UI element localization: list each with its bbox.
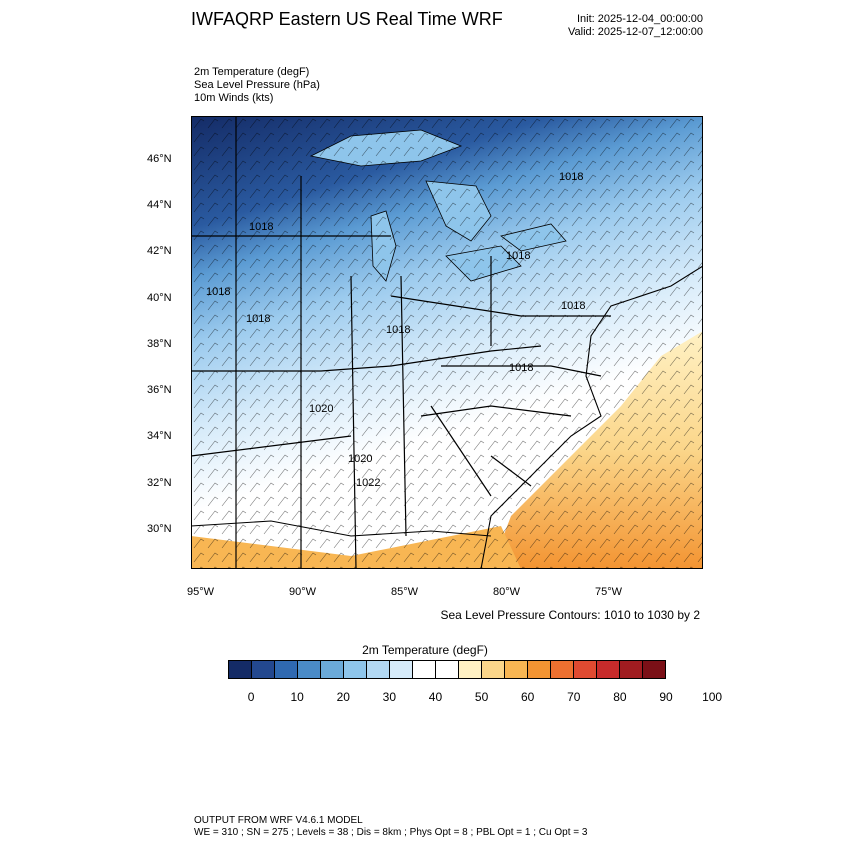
map-graphic: 1018 1018 1018 1018 1018 1018 1020 1022 … bbox=[190, 116, 704, 570]
colorbar-swatch bbox=[620, 661, 643, 678]
lon-label: 85°W bbox=[391, 586, 419, 598]
lat-label: 34°N bbox=[147, 430, 172, 442]
field-winds: 10m Winds (kts) bbox=[194, 92, 274, 104]
contour-label: 1018 bbox=[506, 250, 530, 262]
colorbar-tick-label: 90 bbox=[659, 690, 673, 704]
colorbar-tick-label: 60 bbox=[520, 690, 535, 704]
contour-note: Sea Level Pressure Contours: 1010 to 103… bbox=[440, 608, 701, 622]
lon-label: 75°W bbox=[595, 586, 623, 598]
colorbar bbox=[228, 660, 666, 679]
lat-label: 40°N bbox=[147, 292, 172, 304]
colorbar-tick-label: 30 bbox=[382, 690, 397, 704]
colorbar-swatch bbox=[597, 661, 620, 678]
colorbar-tick-label: 80 bbox=[613, 690, 627, 704]
contour-label: 1020 bbox=[309, 403, 333, 415]
lat-label: 46°N bbox=[147, 153, 172, 165]
contour-label: 1018 bbox=[249, 221, 273, 233]
colorbar-tick-label: 10 bbox=[290, 690, 304, 704]
chart-title: IWFAQRP Eastern US Real Time WRF bbox=[191, 9, 503, 29]
field-temperature: 2m Temperature (degF) bbox=[194, 66, 310, 78]
colorbar-swatch bbox=[367, 661, 390, 678]
contour-label: 1018 bbox=[509, 362, 533, 374]
lat-label: 44°N bbox=[147, 199, 172, 211]
weather-map: 1018 1018 1018 1018 1018 1018 1020 1022 … bbox=[190, 116, 704, 570]
colorbar-tick-label: 20 bbox=[336, 690, 350, 704]
colorbar-tick-label: 50 bbox=[474, 690, 489, 704]
contour-label: 1022 bbox=[356, 477, 380, 489]
colorbar-swatch bbox=[321, 661, 344, 678]
gulf-coastline bbox=[190, 520, 492, 537]
contour-label: 1018 bbox=[561, 300, 585, 312]
lat-label: 32°N bbox=[147, 477, 172, 489]
colorbar-tick-label: 100 bbox=[702, 690, 723, 704]
colorbar-tick-label: 70 bbox=[567, 690, 581, 704]
lat-label: 42°N bbox=[147, 245, 172, 257]
colorbar-tick-label: 0 bbox=[247, 690, 255, 704]
colorbar-swatch bbox=[551, 661, 574, 678]
lat-label: 38°N bbox=[147, 338, 172, 350]
contour-label: 1018 bbox=[246, 313, 270, 325]
colorbar-swatch bbox=[643, 661, 665, 678]
init-time: Init: 2025-12-04_00:00:00 bbox=[577, 13, 703, 25]
colorbar-swatch bbox=[482, 661, 505, 678]
run-times: Init: 2025-12-04_00:00:00 Valid: 2025-12… bbox=[568, 13, 703, 39]
colorbar-swatch bbox=[390, 661, 413, 678]
colorbar-swatch bbox=[229, 661, 252, 678]
colorbar-swatch bbox=[574, 661, 597, 678]
colorbar-swatch bbox=[436, 661, 459, 678]
colorbar-swatch bbox=[459, 661, 482, 678]
field-list: 2m Temperature (degF) Sea Level Pressure… bbox=[194, 66, 320, 105]
colorbar-swatch bbox=[505, 661, 528, 678]
wind-barbs bbox=[191, 116, 703, 569]
state-boundaries bbox=[190, 116, 611, 570]
lon-label: 95°W bbox=[187, 586, 215, 598]
footer-model-line: OUTPUT FROM WRF V4.6.1 MODEL bbox=[194, 815, 363, 826]
lat-label: 30°N bbox=[147, 523, 172, 535]
east-coastline bbox=[480, 265, 704, 570]
colorbar-swatch bbox=[344, 661, 367, 678]
contour-label: 1020 bbox=[348, 453, 372, 465]
model-footer: OUTPUT FROM WRF V4.6.1 MODEL WE = 310 ; … bbox=[194, 815, 587, 839]
colorbar-tick-label: 40 bbox=[428, 690, 443, 704]
field-pressure: Sea Level Pressure (hPa) bbox=[194, 79, 320, 91]
contour-labels: 1018 1018 1018 1018 1018 1018 1020 1022 … bbox=[206, 171, 585, 489]
colorbar-swatch bbox=[413, 661, 436, 678]
lat-label: 36°N bbox=[147, 384, 172, 396]
lon-label: 90°W bbox=[289, 586, 317, 598]
map-border bbox=[191, 116, 703, 569]
colorbar-swatch bbox=[528, 661, 551, 678]
contour-label: 1018 bbox=[206, 286, 230, 298]
contour-label: 1018 bbox=[559, 171, 583, 183]
valid-time: Valid: 2025-12-07_12:00:00 bbox=[568, 26, 703, 38]
colorbar-title: 2m Temperature (degF) bbox=[362, 643, 488, 657]
colorbar-labels: 0 10 20 30 40 50 60 70 80 90 100 bbox=[228, 690, 722, 704]
lon-label: 80°W bbox=[493, 586, 521, 598]
colorbar-swatch bbox=[275, 661, 298, 678]
colorbar-swatch bbox=[298, 661, 321, 678]
contour-label: 1018 bbox=[386, 324, 410, 336]
colorbar-swatch bbox=[252, 661, 275, 678]
footer-config-line: WE = 310 ; SN = 275 ; Levels = 38 ; Dis … bbox=[194, 827, 588, 838]
